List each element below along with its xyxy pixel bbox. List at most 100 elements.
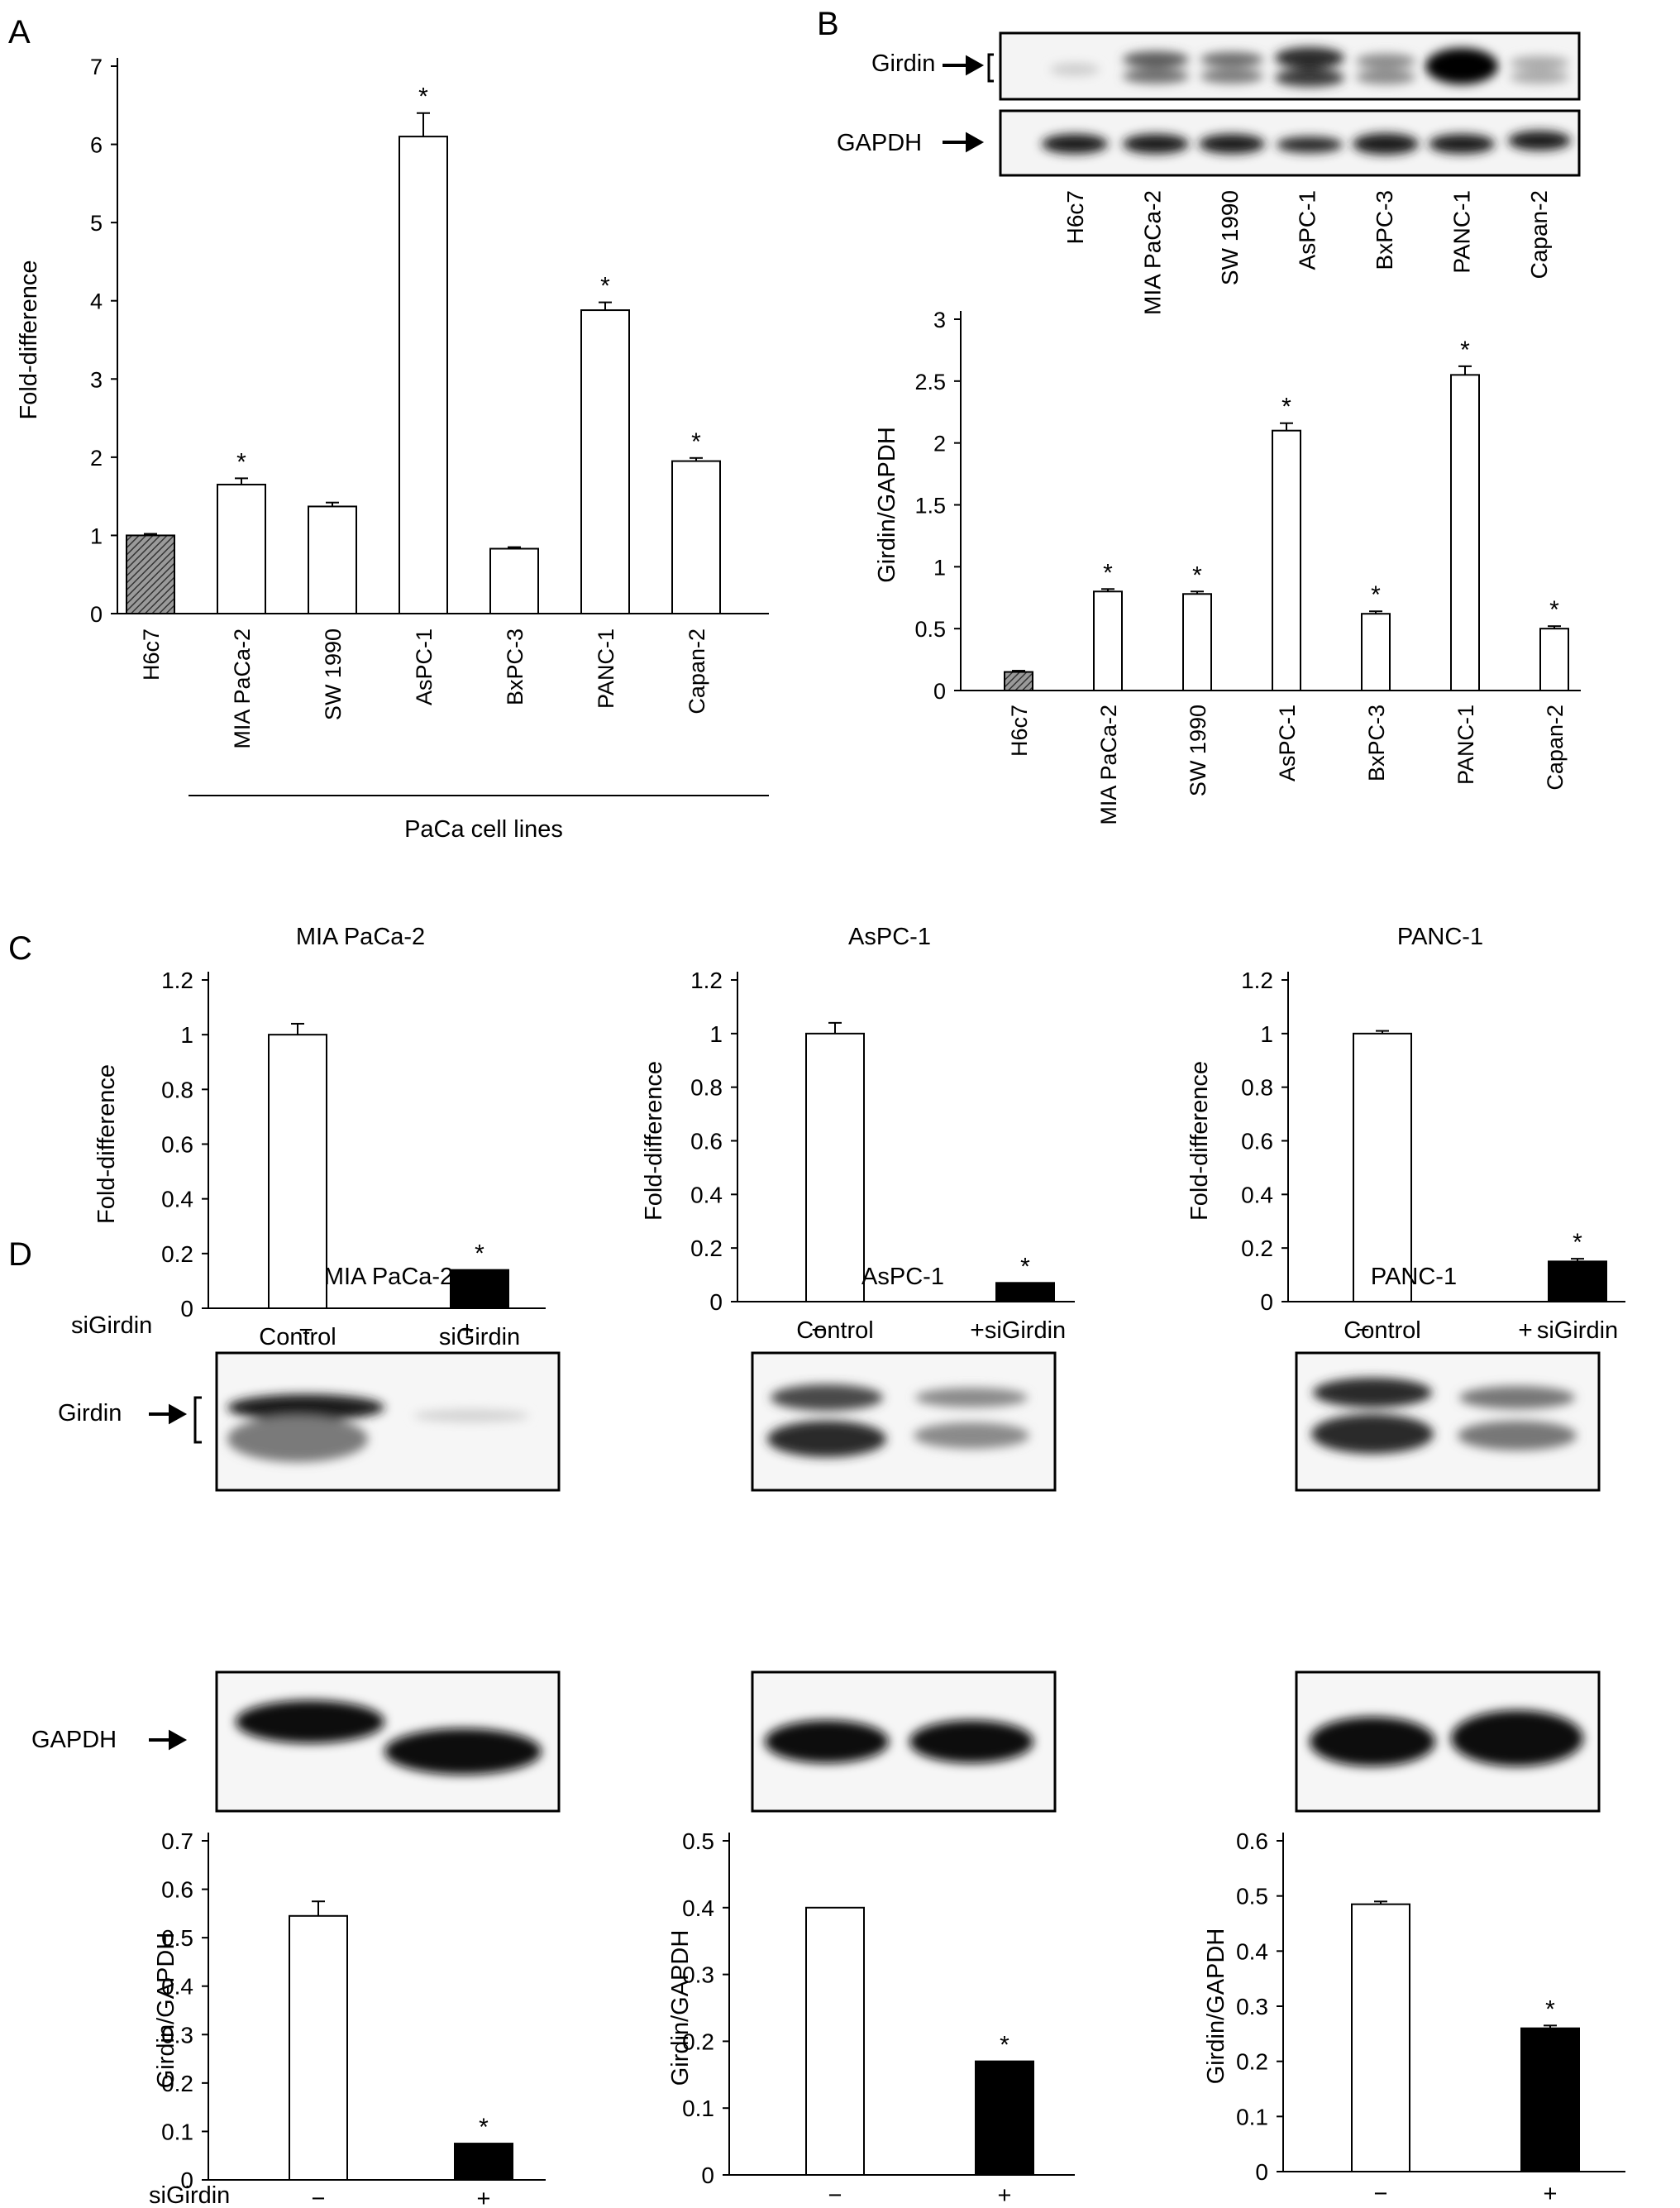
plus-sign: +: [1518, 1317, 1533, 1344]
d-bottom-sigirdin-label: siGirdin: [149, 2182, 230, 2208]
y-tick-label: 0.5: [914, 617, 946, 642]
category-label: BxPC-3: [503, 628, 527, 705]
significance-marker: *: [1549, 596, 1559, 624]
y-tick-label: 4: [90, 289, 103, 314]
y-axis-label: Fold-difference: [641, 1061, 667, 1221]
y-tick-label: 0.4: [161, 1187, 193, 1212]
y-axis-label: Girdin/GAPDH: [874, 427, 900, 583]
d-sign-row: siGirdin − + − + − +: [149, 1317, 1533, 2208]
category-label: −: [1374, 2181, 1388, 2207]
significance-marker: *: [1371, 581, 1381, 609]
blot-b-girdin-arrow: [943, 55, 985, 76]
blot-d2-gapdh-bands: [765, 1720, 1033, 1763]
y-tick-label: 0.8: [1241, 1075, 1273, 1101]
bar: [1548, 1260, 1607, 1302]
significance-marker: *: [1573, 1229, 1582, 1256]
category-label: −: [828, 2182, 842, 2208]
y-tick-label: 0.2: [1241, 1235, 1273, 1261]
significance-marker: *: [475, 1240, 484, 1268]
significance-marker: *: [1192, 562, 1202, 589]
bar: [1361, 613, 1391, 691]
bar: [308, 505, 357, 614]
bar: [268, 1034, 327, 1309]
bar: [671, 460, 721, 614]
y-tick-label: 0.4: [161, 1974, 193, 2000]
category-label: PANC-1: [1453, 705, 1478, 785]
category-label: Control: [1344, 1317, 1421, 1344]
category-label: siGirdin: [985, 1317, 1066, 1344]
y-axis-label: Fold-difference: [16, 260, 42, 420]
blot-d3-gapdh-bands: [1310, 1710, 1583, 1766]
blot-b-gapdh-arrow: [943, 131, 985, 153]
bar: [399, 136, 448, 615]
y-tick-label: 0.2: [1236, 2049, 1268, 2075]
minus-sign: −: [298, 1317, 313, 1344]
y-tick-label: 0.1: [1236, 2104, 1268, 2129]
bar: [805, 1032, 865, 1303]
y-tick-label: 0.3: [682, 1962, 714, 1988]
y-tick-label: 0.5: [1236, 1884, 1268, 1909]
blot-d-gapdh-arrow: [149, 1729, 188, 1751]
blot-lane-label: SW 1990: [1217, 190, 1243, 285]
blot-lane-label: H6c7: [1062, 190, 1088, 244]
y-tick-label: 0: [180, 1296, 193, 1321]
category-label: BxPC-3: [1364, 705, 1389, 781]
bar: [289, 1914, 348, 2181]
category-label: Control: [259, 1324, 336, 1350]
d-title-mia-paca-2: MIA PaCa-2: [324, 1264, 453, 1290]
category-label: siGirdin: [1537, 1317, 1618, 1344]
blot-lane-label: AsPC-1: [1295, 190, 1320, 270]
bar: [1351, 1903, 1410, 2173]
y-tick-label: 0: [933, 679, 946, 704]
panel-letter-c: C: [8, 930, 32, 967]
blot-lane-label: MIA PaCa-2: [1140, 190, 1166, 315]
chart-c-mia-paca-2: 0 0.2 0.4 0.6 0.8 1 1.2 Fold-difference MIA PaCa…: [93, 924, 546, 1350]
y-tick-label: 5: [90, 211, 103, 236]
y-tick-label: 0: [1260, 1289, 1273, 1315]
blot-b-gapdh-label: GAPDH: [837, 130, 922, 156]
y-tick-label: 0.2: [682, 2029, 714, 2054]
y-tick-label: 1: [709, 1021, 723, 1047]
bar: [217, 483, 266, 615]
bar: [1093, 590, 1123, 691]
category-label: AsPC-1: [1275, 705, 1300, 781]
y-tick-label: 0: [90, 602, 103, 627]
y-tick-label: 0: [180, 2167, 193, 2193]
y-tick-label: 6: [90, 133, 103, 158]
y-tick-label: 0.8: [161, 1077, 193, 1102]
chart-title: PANC-1: [1397, 924, 1483, 950]
y-tick-label: 1.2: [690, 968, 723, 993]
y-tick-label: 1: [180, 1022, 193, 1048]
y-tick-label: 0.3: [1236, 1994, 1268, 2019]
plus-sign: +: [970, 1317, 985, 1344]
category-label: Capan-2: [685, 628, 709, 714]
y-tick-label: 0.5: [161, 1925, 193, 1951]
significance-marker: *: [1545, 1995, 1555, 2023]
bar: [805, 1906, 865, 2177]
blot-b-girdin-bracket: [987, 53, 994, 83]
cell-lines-group-label: PaCa cell lines: [404, 816, 563, 843]
y-tick-label: 0.4: [1236, 1938, 1268, 1964]
chart-c-aspc-1: 0 0.2 0.4 0.6 0.8 1 1.2 Fold-difference AsPC-1 Co…: [641, 924, 1075, 1344]
category-label: siGirdin: [439, 1324, 520, 1350]
significance-marker: *: [1000, 2032, 1009, 2059]
y-tick-label: 0.1: [161, 2119, 193, 2144]
blot-d1-girdin-bands: [227, 1394, 529, 1462]
y-tick-label: 1.5: [914, 494, 946, 519]
category-label: H6c7: [139, 628, 164, 681]
blot-d1-gapdh-bands: [236, 1700, 542, 1775]
blot-d-gapdh-label: GAPDH: [31, 1727, 117, 1753]
y-tick-label: 0.6: [690, 1129, 723, 1154]
blot-d3-girdin-bands: [1311, 1378, 1577, 1454]
blot-d-girdin-bracket: [193, 1396, 202, 1444]
y-tick-label: 0.6: [161, 1877, 193, 1903]
significance-marker: *: [479, 2114, 489, 2141]
y-axis-label: Girdin/GAPDH: [1203, 1928, 1229, 2085]
category-label: AsPC-1: [412, 628, 437, 705]
chart-title: MIA PaCa-2: [296, 924, 425, 950]
y-tick-label: 0.6: [1241, 1129, 1273, 1154]
bar: [580, 309, 630, 614]
category-label: −: [312, 2186, 326, 2208]
bar: [450, 1269, 509, 1310]
